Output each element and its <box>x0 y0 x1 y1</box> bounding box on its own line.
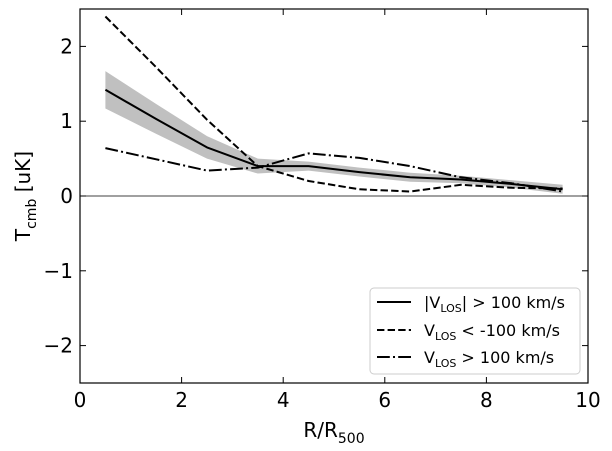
legend-box <box>369 287 581 375</box>
legend-label-vlos-positive: VLOS > 100 km/s <box>424 348 554 370</box>
series-line-vlos-negative <box>104 15 563 193</box>
legend: |VLOS| > 100 km/s VLOS < -100 km/s VLOS … <box>369 287 581 375</box>
y-tick-label: −1 <box>44 259 73 283</box>
legend-label-abs-vlos: |VLOS| > 100 km/s <box>424 293 565 315</box>
legend-label-vlos-negative: VLOS < -100 km/s <box>424 321 560 343</box>
band-layer <box>105 71 563 194</box>
y-axis-label: Tcmb [uK] <box>11 151 40 242</box>
x-tick-label: 4 <box>277 388 290 412</box>
y-tick-label: 2 <box>60 34 73 58</box>
x-tick-label: 0 <box>74 388 87 412</box>
x-axis-label: R/R500 <box>303 418 364 447</box>
series-line-abs-vlos <box>104 88 563 191</box>
y-tick-label: −2 <box>44 334 73 358</box>
x-tick-label: 2 <box>175 388 188 412</box>
x-tick-label: 8 <box>480 388 493 412</box>
confidence-band <box>105 71 563 194</box>
series-line-vlos-positive <box>105 147 563 193</box>
x-tick-label: 10 <box>575 388 600 412</box>
series-layer <box>104 15 563 193</box>
y-tick-label: 0 <box>60 184 73 208</box>
x-tick-label: 6 <box>378 388 391 412</box>
y-tick-label: 1 <box>60 109 73 133</box>
tick-layer: 0 2 4 6 8 10 −2 −1 0 1 2 <box>44 9 601 412</box>
